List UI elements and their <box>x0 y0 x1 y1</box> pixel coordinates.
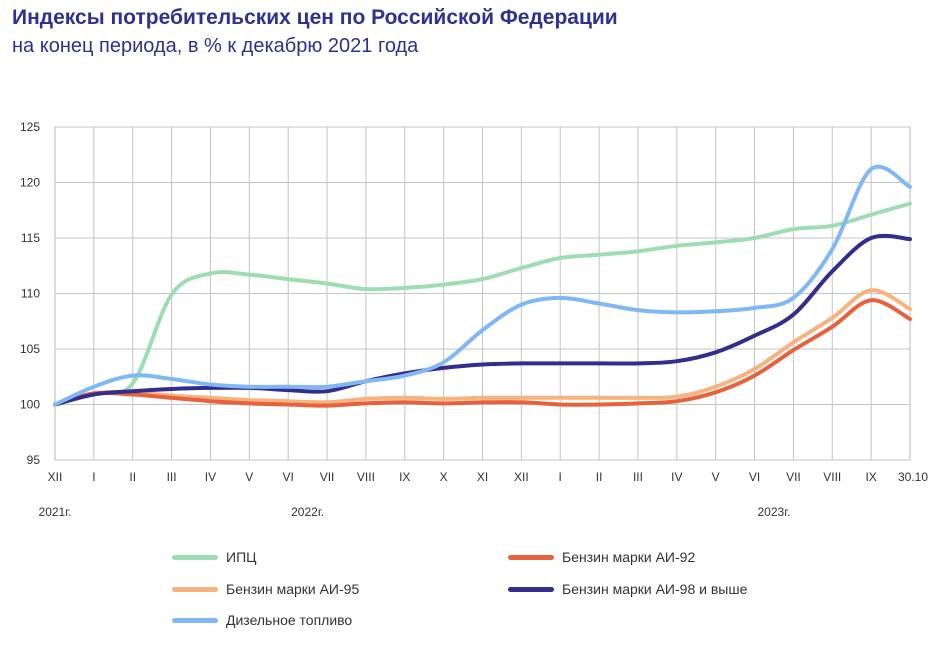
series-line <box>53 164 912 407</box>
x-tick-label: I <box>92 470 95 484</box>
x-tick-label: V <box>245 470 253 484</box>
legend-label-diesel: Дизельное топливо <box>226 612 353 628</box>
year-label: 2023г. <box>758 505 791 519</box>
x-tick-label: VI <box>749 470 760 484</box>
x-tick-label: IX <box>399 470 410 484</box>
x-tick-label: I <box>559 470 562 484</box>
x-tick-label: X <box>440 470 448 484</box>
series-line <box>53 201 912 407</box>
legend-label-ai98: Бензин марки АИ-98 и выше <box>562 581 748 597</box>
x-tick-label: IV <box>671 470 682 484</box>
legend-swatch-ai98 <box>508 586 554 592</box>
legend-label-ai92: Бензин марки АИ-92 <box>562 549 696 565</box>
x-tick-label: 30.10 <box>898 470 928 484</box>
series-line <box>53 298 912 408</box>
y-tick-label: 125 <box>20 120 40 134</box>
x-tick-label: VIII <box>823 470 841 484</box>
y-tick-label: 120 <box>20 176 40 190</box>
legend-swatch-cpi <box>172 554 218 560</box>
x-tick-label: VII <box>320 470 335 484</box>
x-tick-label: XII <box>514 470 529 484</box>
legend-label-cpi: ИПЦ <box>226 549 257 565</box>
legend-swatch-diesel <box>172 617 218 623</box>
x-tick-label: IV <box>205 470 216 484</box>
legend-item-cpi: ИПЦ <box>172 549 256 565</box>
legend-item-diesel: Дизельное топливо <box>172 612 352 628</box>
x-tick-label: VIII <box>357 470 375 484</box>
x-tick-label: VI <box>283 470 294 484</box>
y-tick-label: 115 <box>21 231 40 245</box>
year-label: 2022г. <box>291 505 324 519</box>
legend-item-ai95: Бензин марки АИ-95 <box>172 581 359 597</box>
legend-label-ai95: Бензин марки АИ-95 <box>226 581 360 597</box>
y-tick-label: 95 <box>27 453 41 467</box>
series-line <box>53 233 912 407</box>
x-tick-label: II <box>596 470 603 484</box>
y-tick-label: 100 <box>20 398 40 412</box>
x-tick-label: III <box>167 470 177 484</box>
x-tick-label: III <box>633 470 643 484</box>
y-tick-label: 110 <box>21 287 40 301</box>
legend-item-ai98: Бензин марки АИ-98 и выше <box>508 581 747 597</box>
x-tick-label: XI <box>477 470 488 484</box>
year-label: 2021г. <box>39 505 72 519</box>
legend-item-ai92: Бензин марки АИ-92 <box>508 549 695 565</box>
chart-title: Индексы потребительских цен по Российско… <box>12 6 618 29</box>
x-tick-label: V <box>712 470 720 484</box>
x-tick-label: VII <box>786 470 801 484</box>
chart-subtitle: на конец периода, в % к декабрю 2021 год… <box>12 35 419 57</box>
series-line <box>53 288 912 407</box>
legend-swatch-ai92 <box>508 554 554 560</box>
x-tick-label: XII <box>48 470 63 484</box>
y-tick-label: 105 <box>20 342 40 356</box>
legend-swatch-ai95 <box>172 586 218 592</box>
x-tick-label: IX <box>865 470 876 484</box>
x-tick-label: II <box>129 470 136 484</box>
